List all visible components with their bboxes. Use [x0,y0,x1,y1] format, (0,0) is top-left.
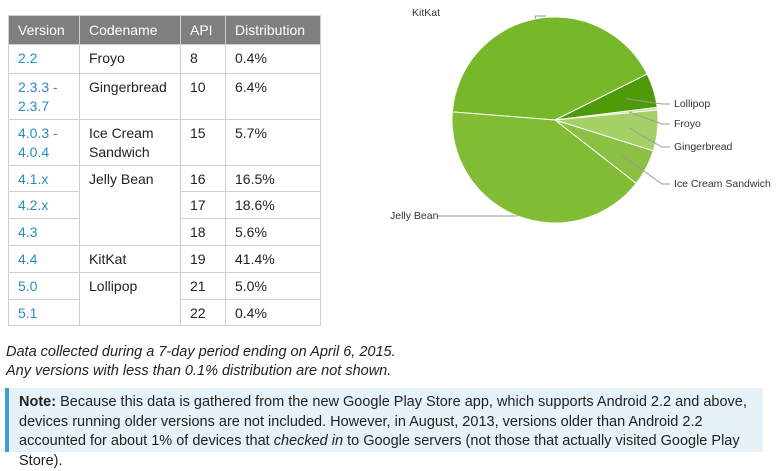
distribution-table: Version Codename API Distribution 2.2 Fr… [8,15,321,326]
distribution-cell: 16.5% [226,166,321,192]
version-link[interactable]: 4.1.x [9,166,80,192]
api-cell: 16 [181,166,226,192]
table-row: 4.1.x Jelly Bean 16 16.5% [9,166,321,192]
header-version: Version [9,16,80,45]
distribution-cell: 0.4% [226,300,321,326]
version-link[interactable]: 2.2 [9,45,80,74]
version-link[interactable]: 4.3 [9,219,80,246]
table-row: 5.0 Lollipop 21 5.0% [9,273,321,300]
api-cell: 21 [181,273,226,300]
api-cell: 10 [181,74,226,120]
distribution-cell: 18.6% [226,192,321,219]
version-link[interactable]: 4.4 [9,246,80,273]
distribution-cell: 6.4% [226,74,321,120]
table-row: 4.4 KitKat 19 41.4% [9,246,321,273]
version-link[interactable]: 5.1 [9,300,80,326]
distribution-cell: 0.4% [226,45,321,74]
footnote-date: Data collected during a 7-day period end… [6,344,396,360]
pie-label-gingerbread: Gingerbread [674,141,733,153]
pie-label-froyo: Froyo [674,118,701,130]
api-cell: 19 [181,246,226,273]
api-cell: 8 [181,45,226,74]
distribution-cell: 41.4% [226,246,321,273]
header-distribution: Distribution [226,16,321,45]
version-link[interactable]: 4.2.x [9,192,80,219]
version-link[interactable]: 5.0 [9,273,80,300]
distribution-cell: 5.6% [226,219,321,246]
pie-label-jelly-bean: Jelly Bean [390,210,439,222]
footnote-threshold: Any versions with less than 0.1% distrib… [6,363,391,379]
codename-cell: Froyo [80,45,181,74]
distribution-cell: 5.0% [226,273,321,300]
pie-label-ice-cream-sandwich: Ice Cream Sandwich [674,178,771,190]
pie-label-lollipop: Lollipop [674,98,710,110]
table-header-row: Version Codename API Distribution [9,16,321,45]
distribution-pie-chart: KitKat Lollipop Froyo Gingerbread Ice Cream … [370,0,780,340]
header-api: API [181,16,226,45]
version-link[interactable]: 2.3.3 - 2.3.7 [9,74,80,120]
table-row: 2.3.3 - 2.3.7 Gingerbread 10 6.4% [9,74,321,120]
api-cell: 15 [181,120,226,166]
version-link[interactable]: 4.0.3 - 4.0.4 [9,120,80,166]
header-codename: Codename [80,16,181,45]
table-row: 2.2 Froyo 8 0.4% [9,45,321,74]
note-emphasis: checked in [274,433,343,449]
api-cell: 22 [181,300,226,326]
api-cell: 17 [181,192,226,219]
codename-cell: Gingerbread [80,74,181,120]
table-row: 4.0.3 - 4.0.4 Ice Cream Sandwich 15 5.7% [9,120,321,166]
note-callout: Note: Because this data is gathered from… [5,388,763,452]
note-label: Note: [19,394,56,410]
distribution-cell: 5.7% [226,120,321,166]
api-cell: 18 [181,219,226,246]
pie-label-kitkat: KitKat [412,7,440,19]
codename-cell: Ice Cream Sandwich [80,120,181,166]
codename-cell: Jelly Bean [80,166,181,246]
codename-cell: Lollipop [80,273,181,326]
codename-cell: KitKat [80,246,181,273]
